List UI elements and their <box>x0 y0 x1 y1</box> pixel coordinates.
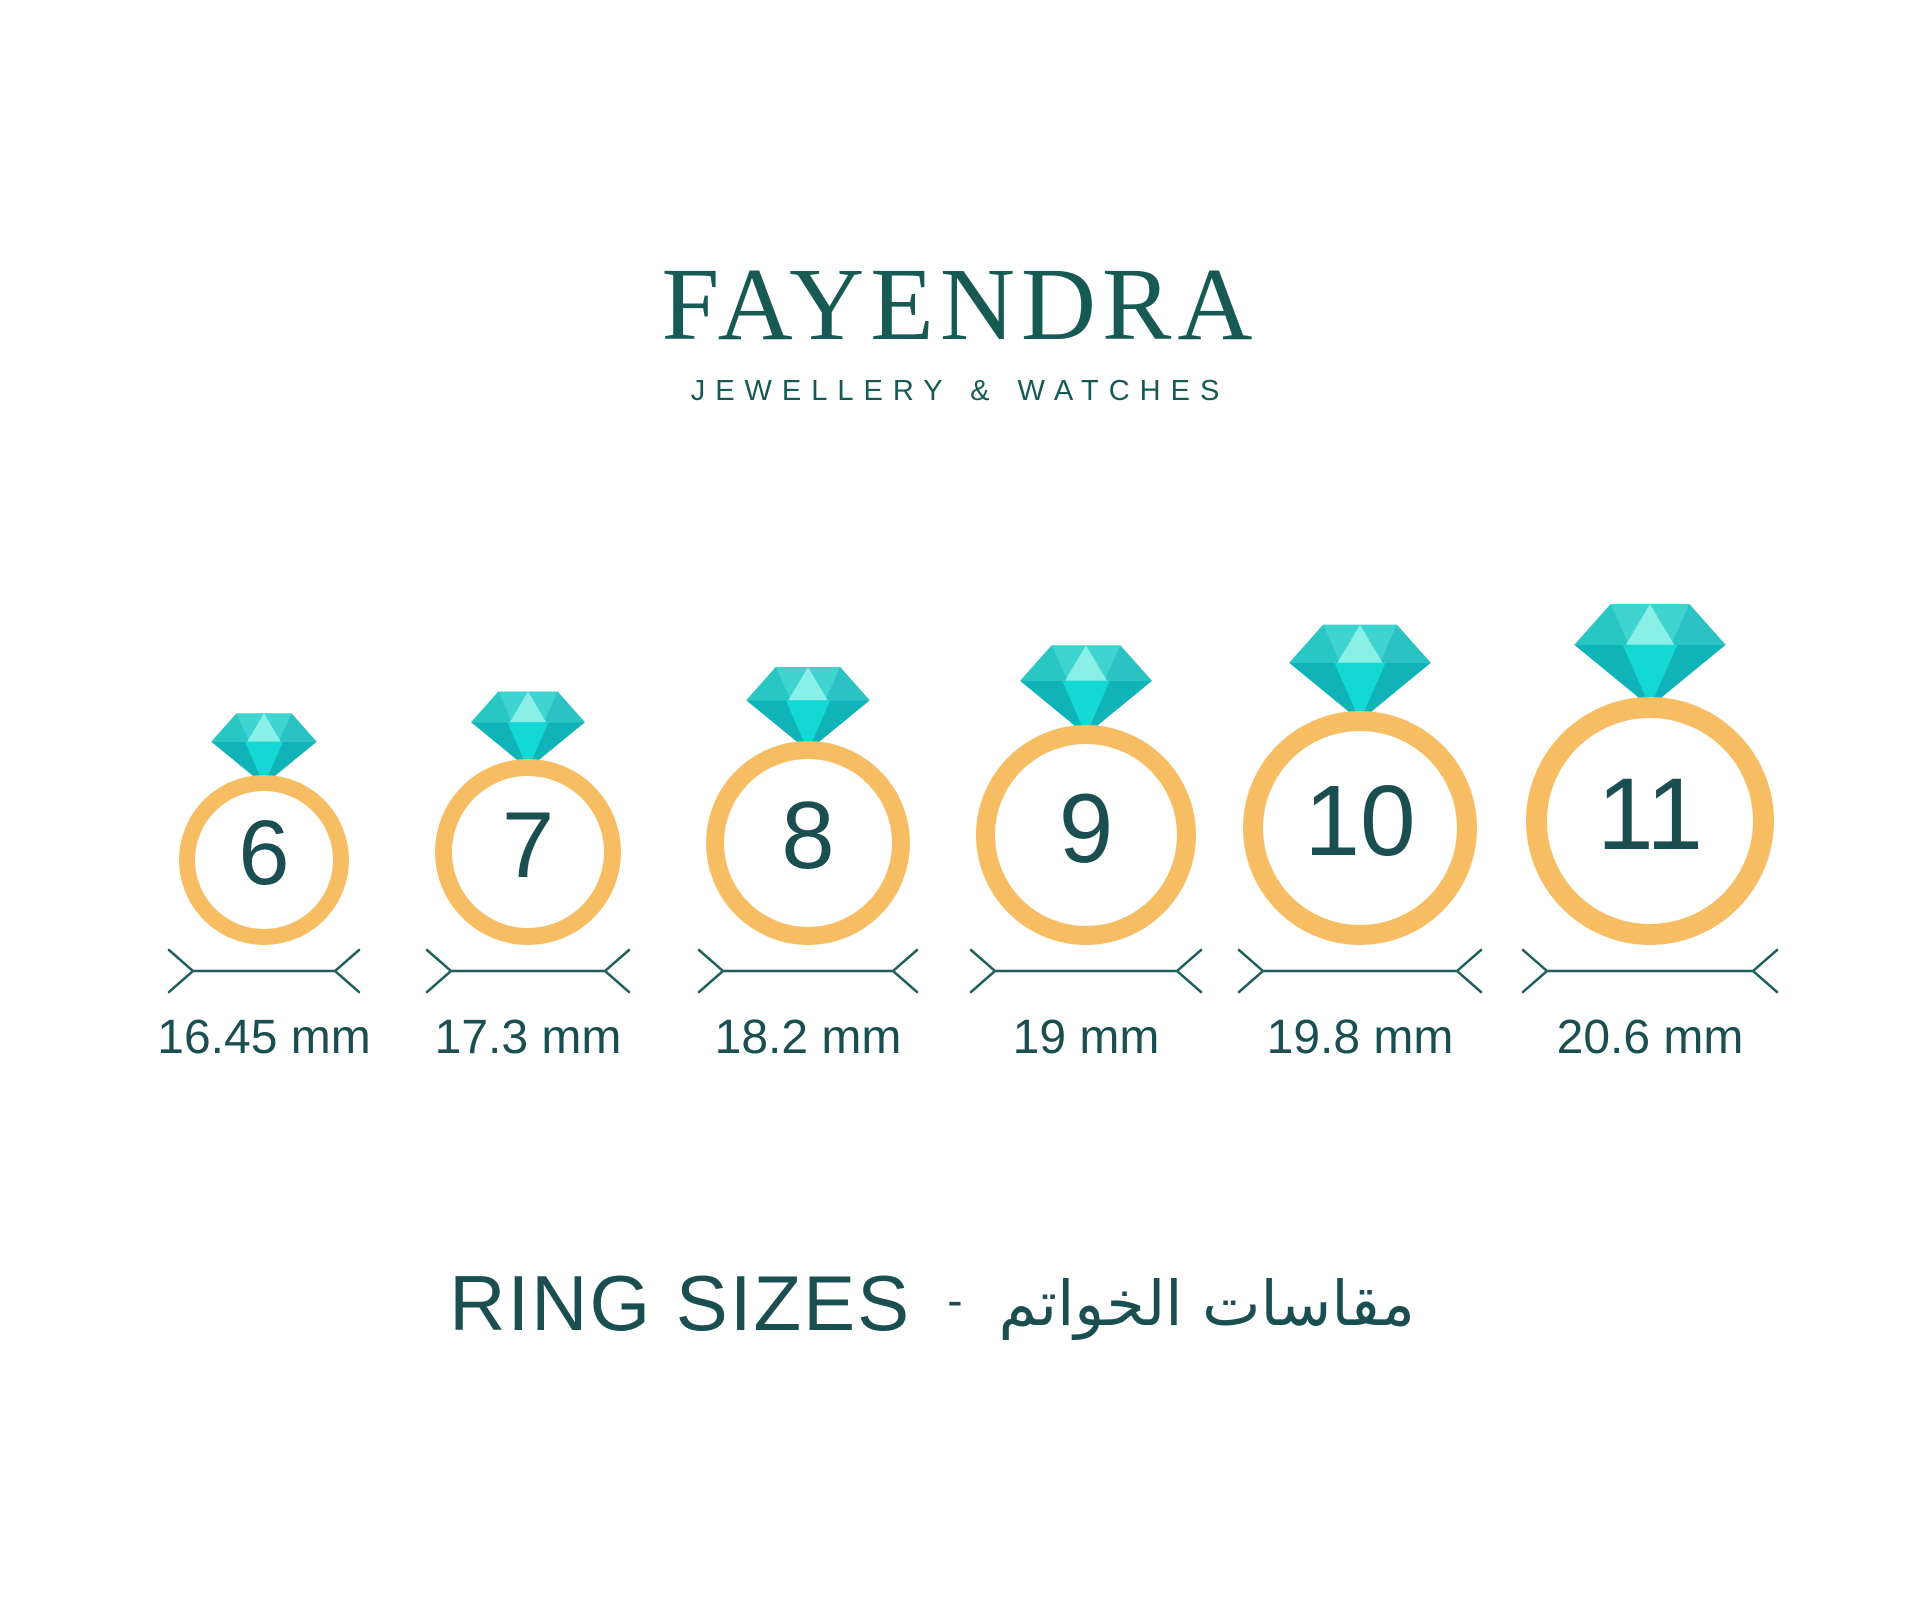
diameter-label: 20.6 mm <box>1556 1011 1744 1064</box>
ring-size-number: 8 <box>781 782 835 889</box>
diamond-icon <box>471 691 585 769</box>
ring-size-number: 10 <box>1304 765 1416 877</box>
diameter-arrow <box>425 948 631 994</box>
diameter-arrow <box>1237 948 1483 994</box>
ring-size-number: 9 <box>1058 773 1114 883</box>
title-separator: - <box>947 1273 963 1326</box>
ring-size-number: 6 <box>238 802 290 904</box>
diamond-icon <box>746 666 870 751</box>
diameter-arrow <box>167 948 361 994</box>
ring-size-number: 11 <box>1597 757 1703 871</box>
title-english: RING SIZES <box>449 1259 912 1347</box>
brand-tagline: JEWELLERY & WATCHES <box>690 375 1230 408</box>
diamond-icon <box>1289 624 1431 721</box>
diameter-arrow <box>697 948 919 994</box>
ring-band <box>1243 711 1477 945</box>
ring-band <box>706 741 910 945</box>
ring-band <box>179 775 349 945</box>
page-title: RING SIZES - مقاسات الخواتم <box>0 1258 1892 1349</box>
diameter-arrow <box>969 948 1203 994</box>
brand-logo: FAYENDRA JEWELLERY & WATCHES <box>0 250 1920 408</box>
diameter-arrow <box>1521 948 1779 994</box>
diamond-icon <box>1020 645 1152 735</box>
ring-band <box>435 759 621 945</box>
diamond-icon <box>1574 604 1726 707</box>
ring-band <box>1526 697 1774 945</box>
title-arabic: مقاسات الخواتم <box>998 1267 1415 1340</box>
diameter-label: 16.45 mm <box>157 1011 371 1064</box>
brand-name: FAYENDRA <box>661 247 1259 362</box>
ring-band <box>976 725 1196 945</box>
diameter-label: 19.8 mm <box>1266 1011 1454 1064</box>
diameter-label: 18.2 mm <box>714 1011 902 1064</box>
diameter-label: 19 mm <box>1012 1011 1160 1064</box>
ring-size-number: 7 <box>501 792 555 897</box>
diamond-icon <box>211 713 317 785</box>
diameter-label: 17.3 mm <box>434 1011 622 1064</box>
